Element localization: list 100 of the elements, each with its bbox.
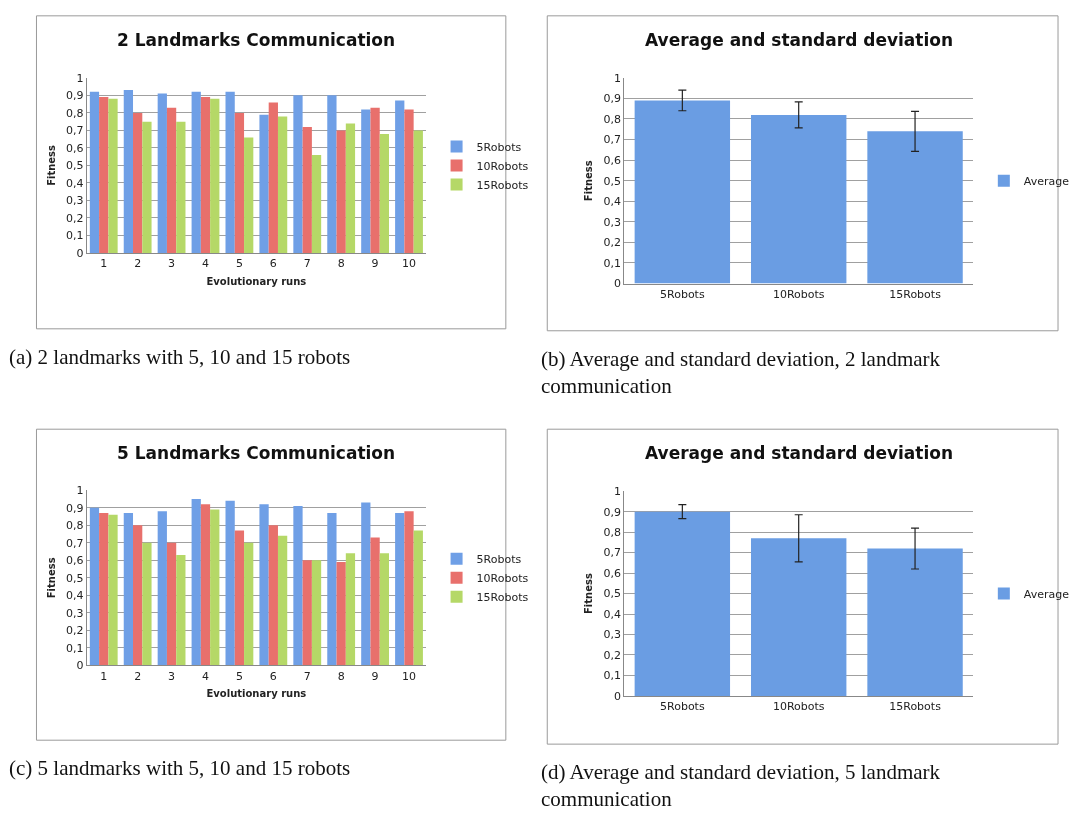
bar (225, 500, 235, 666)
bar (244, 542, 254, 666)
y-tick-label: 0,5 (66, 571, 84, 585)
bar (379, 553, 389, 666)
bar (166, 107, 177, 254)
x-tick-label: 10Robots (772, 700, 825, 714)
y-tick-label: 0,9 (603, 505, 621, 519)
y-tick-label: 0,9 (603, 92, 621, 106)
bar (123, 512, 134, 666)
bar (234, 112, 245, 254)
x-tick-label: 5 (235, 257, 243, 271)
bar (361, 109, 371, 254)
y-tick-label: 0,2 (66, 624, 84, 638)
bar (210, 509, 220, 666)
y-tick-label: 0,3 (603, 628, 621, 642)
x-tick-label: 1 (100, 257, 108, 271)
bar (302, 560, 312, 666)
bar (123, 90, 134, 254)
y-tick-label: 0,7 (603, 546, 621, 560)
bar (404, 511, 414, 666)
bar (395, 512, 405, 666)
y-tick-label: 0,1 (603, 669, 621, 683)
bar (244, 137, 254, 254)
chart-title: Average and standard deviation (645, 443, 954, 463)
bar (336, 562, 346, 666)
x-tick-label: 8 (337, 669, 345, 683)
y-tick-label: 0,9 (66, 89, 84, 103)
legend-label: 5Robots (476, 140, 522, 154)
y-tick-label: 0,9 (66, 501, 84, 515)
y-tick-label: 0,3 (66, 606, 84, 620)
bar (259, 114, 269, 254)
chart-title: 2 Landmarks Communication (117, 30, 396, 50)
y-tick-label: 0,2 (66, 211, 84, 225)
text: (a) 2 landmarks with 5, 10 and 15 robots (9, 345, 351, 369)
x-tick-label: 1 (100, 669, 108, 683)
bar (751, 114, 847, 284)
y-tick-label: 1 (613, 71, 621, 85)
x-tick-label: 7 (303, 669, 311, 683)
y-tick-label: 0,7 (603, 133, 621, 147)
bar (634, 511, 731, 696)
y-tick-label: 0,5 (66, 159, 84, 173)
y-tick-label: 0,8 (603, 112, 621, 126)
bar (751, 538, 847, 696)
bar (157, 93, 167, 254)
bar (133, 525, 143, 666)
y-tick-label: 0,7 (66, 536, 84, 550)
bar (176, 121, 186, 254)
x-tick-label: 5Robots (660, 700, 705, 714)
bar (99, 512, 109, 666)
bar (327, 95, 337, 254)
bar (89, 507, 100, 666)
bar (133, 112, 143, 254)
bar (327, 512, 337, 666)
bar (166, 542, 177, 666)
y-axis-title: Fitness (46, 144, 58, 186)
bar (191, 498, 201, 666)
bar (395, 100, 405, 254)
bar (345, 123, 356, 254)
bar (191, 91, 201, 254)
legend-label: Average (1023, 587, 1070, 601)
chart-title: 5 Landmarks Communication (117, 443, 396, 463)
bar (108, 98, 118, 254)
legend-label: 10Robots (476, 572, 529, 586)
x-tick-label: 4 (201, 669, 209, 683)
x-tick-label: 2 (134, 669, 142, 683)
y-axis-title: Fitness (583, 573, 595, 614)
bar (142, 542, 152, 666)
bar (413, 130, 423, 254)
y-tick-label: 0,2 (603, 648, 621, 662)
y-axis-title: Fitness (46, 557, 58, 599)
bar (404, 109, 414, 254)
x-tick-label: 8 (337, 257, 345, 271)
legend-label: 15Robots (476, 591, 529, 605)
bar (293, 505, 303, 666)
x-tick-label: 4 (201, 257, 209, 271)
bar (311, 560, 322, 666)
bar (345, 553, 356, 666)
y-tick-label: 0,1 (603, 256, 621, 270)
y-tick-label: 0,1 (66, 229, 84, 243)
y-tick-label: 0,6 (603, 566, 621, 580)
y-tick-label: 0,3 (603, 215, 621, 229)
text: (b) Average and standard deviation, 2 landmark communication (541, 347, 941, 399)
text: (d) Average and standard deviation, 5 landmark communication (541, 760, 941, 812)
bar (370, 107, 380, 254)
y-tick-label: 0,4 (603, 607, 621, 621)
y-tick-label: 0,7 (66, 124, 84, 138)
bar (311, 154, 322, 254)
bar (302, 126, 312, 254)
bar (867, 548, 963, 696)
text: (c) 5 landmarks with 5, 10 and 15 robots (9, 756, 351, 780)
y-tick-label: 0 (76, 659, 84, 673)
x-tick-label: 2 (134, 257, 142, 271)
bar (268, 102, 278, 254)
y-tick-label: 1 (76, 71, 84, 85)
legend-label: Average (1023, 174, 1070, 188)
x-tick-label: 6 (269, 257, 277, 271)
x-tick-label: 6 (269, 669, 277, 683)
x-tick-label: 9 (371, 669, 379, 683)
x-tick-label: 5 (235, 669, 243, 683)
x-tick-label: 15Robots (889, 700, 942, 714)
